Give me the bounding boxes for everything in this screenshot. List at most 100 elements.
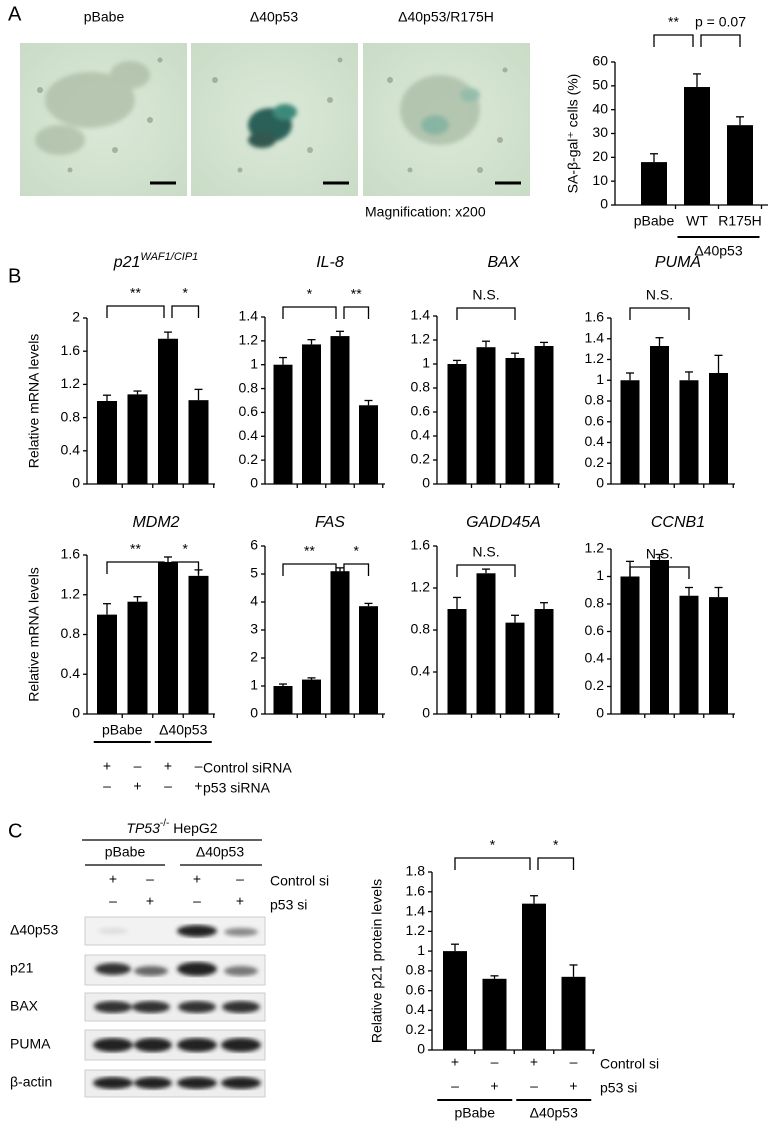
y-tick-label: 0.2	[585, 677, 605, 693]
condition-mark: –	[103, 778, 111, 794]
y-tick-label: 1	[596, 567, 604, 583]
y-tick-label: 1.2	[406, 922, 426, 938]
condition-mark: +	[569, 1078, 577, 1094]
y-tick-label: 40	[592, 100, 608, 116]
y-tick-label: 1.2	[411, 579, 431, 595]
y-tick-label: 0.4	[61, 665, 81, 681]
y-tick-label: 1.2	[239, 332, 259, 348]
y-tick-label: 0.8	[585, 392, 605, 408]
blot-row-label: PUMA	[10, 1036, 51, 1052]
y-tick-label: 0.8	[585, 595, 605, 611]
y-tick-label: 0.4	[406, 1001, 426, 1017]
bar	[684, 87, 710, 205]
x-tick-label: R175H	[718, 213, 762, 229]
condition-mark: +	[193, 871, 201, 887]
bar	[476, 347, 496, 484]
condition-mark: +	[146, 893, 154, 909]
significance-bracket	[282, 306, 337, 319]
significance-bracket	[454, 857, 531, 870]
y-tick-label: 4	[250, 593, 258, 609]
bar	[97, 401, 117, 484]
bar	[188, 575, 209, 714]
bar	[359, 405, 378, 484]
condition-mark: +	[194, 778, 202, 794]
blot-row-label: BAX	[10, 998, 39, 1014]
significance-bracket	[343, 563, 370, 576]
y-tick-label: 5	[250, 565, 258, 581]
condition-label: p53 siRNA	[203, 780, 271, 796]
group-label: pBabe	[105, 844, 146, 860]
title-text: FAS	[315, 514, 345, 531]
y-tick-label: 0.4	[585, 650, 605, 666]
y-tick-label: 0.8	[411, 379, 431, 395]
condition-mark: +	[451, 1054, 459, 1070]
y-tick-label: 0.4	[411, 663, 431, 679]
significance-bracket	[106, 305, 165, 318]
significance-bracket	[456, 564, 516, 577]
bar	[447, 364, 467, 484]
bar	[534, 609, 554, 714]
significance-bracket	[171, 561, 200, 574]
bar	[709, 597, 728, 714]
y-tick-label: 1.6	[411, 537, 431, 553]
y-tick-label: 10	[592, 172, 608, 188]
condition-mark: –	[451, 1078, 459, 1094]
condition-mark: +	[103, 758, 111, 774]
bar	[330, 571, 350, 714]
y-tick-label: 1	[417, 942, 425, 958]
significance-bracket	[343, 306, 370, 319]
y-tick-label: 60	[592, 53, 608, 69]
y-tick-label: 0	[72, 475, 80, 491]
y-tick-label: 0	[422, 705, 430, 721]
bar	[522, 903, 546, 1050]
y-tick-label: 0.4	[585, 433, 605, 449]
bar	[302, 679, 321, 714]
y-tick-label: 1.2	[61, 375, 81, 391]
y-tick-label: 0	[72, 705, 80, 721]
group-label: Δ40p53	[530, 1105, 578, 1121]
y-tick-label: 1.4	[406, 902, 426, 918]
condition-mark: –	[164, 778, 172, 794]
y-tick-label: 0.6	[239, 403, 259, 419]
bar	[505, 358, 525, 484]
bar	[727, 125, 753, 205]
title-text: p21	[113, 254, 141, 271]
bar	[158, 338, 178, 484]
y-tick-label: 1.2	[585, 540, 605, 556]
bar	[641, 162, 667, 205]
significance-bracket	[537, 857, 575, 870]
bar	[505, 622, 525, 714]
micrograph	[363, 43, 530, 196]
y-tick-label: 0	[600, 196, 608, 212]
micrograph	[20, 43, 187, 196]
y-tick-label: 0	[596, 705, 604, 721]
y-tick-label: 1	[250, 677, 258, 693]
x-tick-label: pBabe	[634, 213, 675, 229]
condition-mark: –	[134, 758, 142, 774]
y-tick-label: 0.8	[61, 408, 81, 424]
group-label: Δ40p53	[694, 243, 742, 259]
bar	[650, 346, 669, 484]
group-label: pBabe	[102, 722, 143, 738]
y-tick-label: 0.2	[585, 454, 605, 470]
significance-label: N.S.	[472, 544, 499, 560]
bar	[561, 976, 586, 1050]
y-tick-label: 0.6	[585, 622, 605, 638]
y-tick-label: 30	[592, 124, 608, 140]
chart-title: FAS	[315, 514, 345, 531]
title-text: MDM2	[132, 514, 179, 531]
y-tick-label: 1.4	[411, 307, 431, 323]
bar	[482, 978, 507, 1050]
blot-row-label: p21	[10, 960, 34, 976]
y-tick-label: 0.8	[406, 962, 426, 978]
title-text: CCNB1	[651, 514, 705, 531]
bar	[302, 344, 321, 484]
y-tick-label: 0.8	[239, 379, 259, 395]
bar	[679, 380, 699, 484]
significance-label: *	[490, 837, 496, 853]
condition-mark: +	[133, 778, 141, 794]
bar	[476, 573, 496, 714]
bar	[273, 686, 293, 714]
title-text: GADD45A	[466, 514, 541, 531]
